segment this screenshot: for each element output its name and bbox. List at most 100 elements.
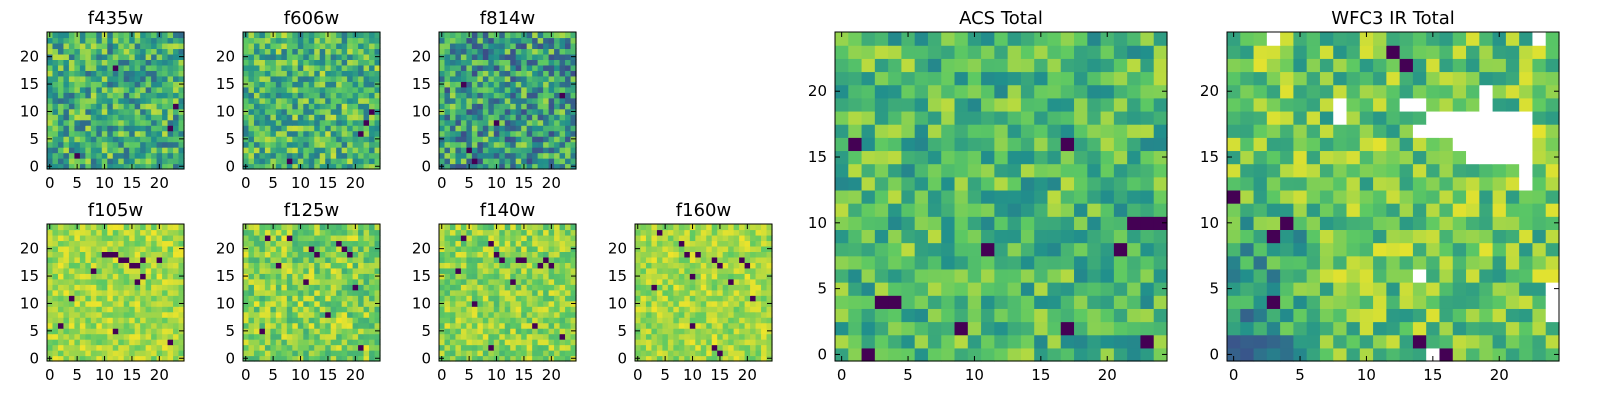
heatmap-cell [651, 339, 658, 346]
heatmap-cell [471, 130, 478, 137]
heatmap-cell [515, 125, 522, 132]
heatmap-cell [914, 308, 929, 323]
heatmap-cell [510, 119, 517, 126]
heatmap-cell [678, 300, 685, 307]
heatmap-cell [303, 32, 310, 39]
heatmap-cell [684, 306, 691, 313]
heatmap-cell [543, 125, 550, 132]
heatmap-cell [57, 64, 65, 71]
heatmap-cell [96, 333, 103, 340]
heatmap-cell [700, 339, 707, 346]
heatmap-cell [112, 53, 119, 60]
heatmap-cell [264, 141, 271, 148]
heatmap-cell [460, 240, 467, 247]
heatmap-cell [981, 295, 995, 309]
heatmap-cell [140, 152, 147, 159]
heatmap-cell [156, 158, 163, 165]
heatmap-cell [134, 125, 141, 132]
heatmap-cell [981, 176, 995, 191]
heatmap-cell [162, 97, 169, 104]
heatmap-cell [363, 48, 370, 55]
heatmap-cell [526, 278, 533, 285]
heatmap-cell [548, 229, 555, 236]
heatmap-cell [347, 103, 354, 110]
heatmap-cell [96, 306, 103, 313]
heatmap-cell [673, 339, 680, 346]
heatmap-cell [292, 119, 299, 126]
heatmap-cell [336, 295, 343, 302]
heatmap-cell [325, 267, 332, 274]
x-tick-label: 15 [122, 366, 141, 384]
heatmap-cell [178, 141, 185, 148]
heatmap-cell [532, 273, 539, 280]
x-tick-label: 20 [150, 366, 169, 384]
heatmap-cell [352, 256, 359, 263]
heatmap-cell [722, 317, 729, 324]
heatmap-cell [1153, 229, 1168, 244]
heatmap-cell [57, 256, 65, 263]
heatmap-cell [444, 234, 451, 242]
heatmap-cell [554, 141, 561, 148]
heatmap-cell [178, 103, 185, 110]
heatmap-cell [79, 350, 86, 357]
heatmap-cell [74, 339, 81, 346]
heatmap-cell [455, 234, 462, 242]
heatmap-cell [47, 333, 54, 340]
heatmap-cell [352, 245, 359, 252]
heatmap-cell [314, 70, 321, 77]
heatmap-cell [1127, 308, 1142, 323]
heatmap-cell [656, 273, 663, 280]
heatmap-cell [914, 282, 929, 296]
heatmap-cell [645, 278, 653, 285]
heatmap-cell [347, 333, 354, 340]
heatmap-cell [888, 203, 902, 217]
heatmap-cell [358, 289, 365, 296]
heatmap-cell [548, 103, 555, 110]
heatmap-cell [444, 256, 451, 263]
heatmap-cell [488, 103, 495, 110]
heatmap-cell [901, 150, 916, 165]
heatmap-cell [504, 147, 511, 154]
heatmap-cell [243, 92, 250, 99]
heatmap-cell [281, 355, 288, 362]
heatmap-cell [515, 289, 522, 296]
heatmap-cell [112, 64, 119, 71]
heatmap-cell [722, 229, 729, 236]
axes-frame [438, 223, 577, 362]
heatmap-cell [374, 240, 381, 247]
heatmap-cell [493, 256, 500, 263]
heatmap-cell [259, 64, 266, 71]
heatmap-cell [651, 300, 658, 307]
heatmap-cell [281, 262, 288, 269]
heatmap-cell [90, 32, 97, 39]
heatmap-cell [444, 311, 451, 318]
heatmap-cell [107, 267, 114, 274]
heatmap-cell [374, 224, 381, 231]
heatmap-cell [369, 32, 376, 39]
heatmap-cell [151, 322, 158, 329]
heatmap-cell [532, 119, 539, 126]
heatmap-cell [369, 119, 376, 126]
heatmap-cell [689, 273, 696, 280]
heatmap-cell [85, 245, 92, 252]
y-tick-label: 5 [225, 322, 235, 340]
heatmap-cell [460, 262, 467, 269]
heatmap-cell [510, 273, 517, 280]
heatmap-cell [455, 339, 462, 346]
heatmap-cell [156, 339, 163, 346]
heatmap-cell [259, 355, 266, 362]
heatmap-cell [259, 75, 266, 82]
heatmap-cell [112, 141, 119, 148]
heatmap-cell [85, 339, 92, 346]
heatmap-cell [330, 284, 337, 291]
heatmap-cell [954, 229, 969, 244]
heatmap-cell [499, 48, 506, 55]
heatmap-cell [90, 355, 97, 362]
heatmap-cell [319, 273, 326, 280]
heatmap-cell [460, 300, 467, 307]
heatmap-cell [548, 339, 555, 346]
heatmap-cell [156, 86, 163, 93]
heatmap-cell [319, 64, 326, 71]
heatmap-cell [369, 152, 376, 159]
heatmap-cell [112, 152, 119, 159]
